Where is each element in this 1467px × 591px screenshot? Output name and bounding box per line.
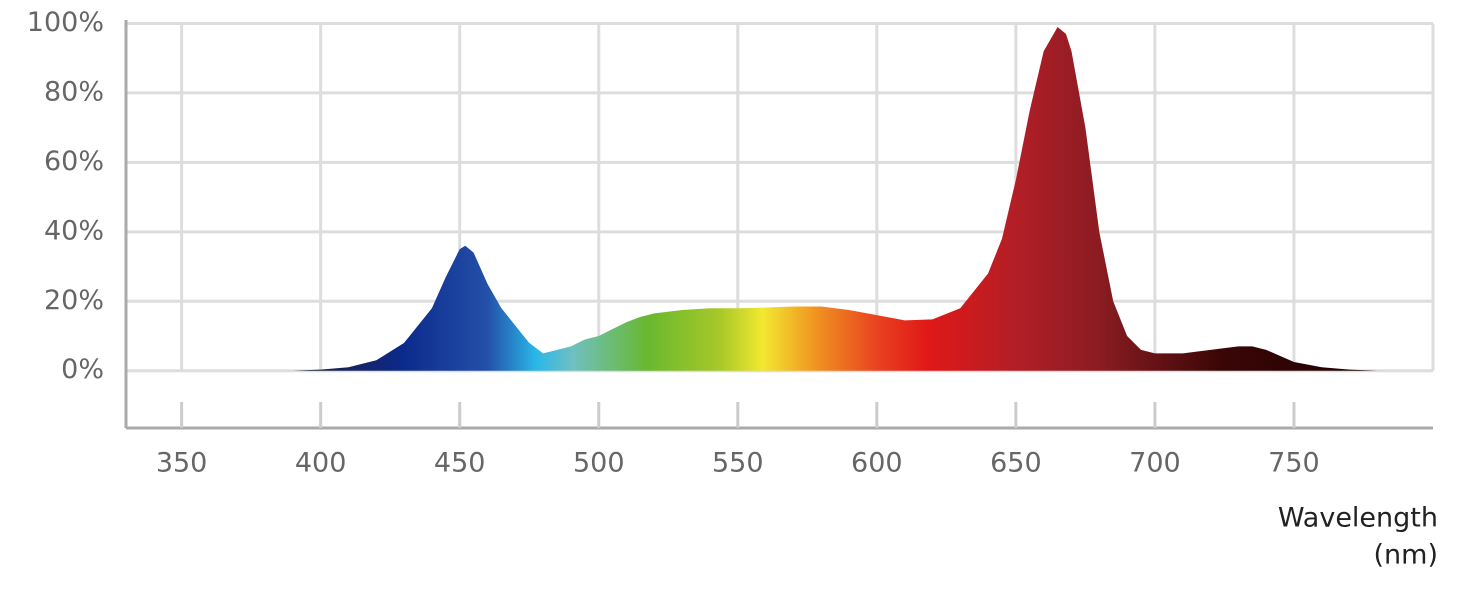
x-tick-label: 500: [573, 448, 625, 479]
x-axis-unit: (nm): [1374, 540, 1438, 571]
x-tick-label: 450: [434, 448, 486, 479]
x-tick-label: 750: [1268, 448, 1320, 479]
x-tick-label: 650: [990, 448, 1042, 479]
x-tick-label: 700: [1129, 448, 1181, 479]
x-tick-label: 550: [712, 448, 764, 479]
x-tick-label: 600: [851, 448, 903, 479]
y-tick-label: 80%: [44, 76, 104, 107]
x-axis-title: Wavelength: [1278, 503, 1438, 534]
x-tick-label: 350: [156, 448, 208, 479]
y-tick-label: 40%: [44, 215, 104, 246]
x-tick-label: 400: [295, 448, 347, 479]
marks: [181, 26, 1406, 371]
y-tick-label: 20%: [44, 285, 104, 316]
y-tick-label: 100%: [27, 7, 104, 38]
y-tick-label: 0%: [61, 354, 104, 385]
spectrum-area: [181, 26, 1406, 371]
y-tick-label: 60%: [44, 146, 104, 177]
